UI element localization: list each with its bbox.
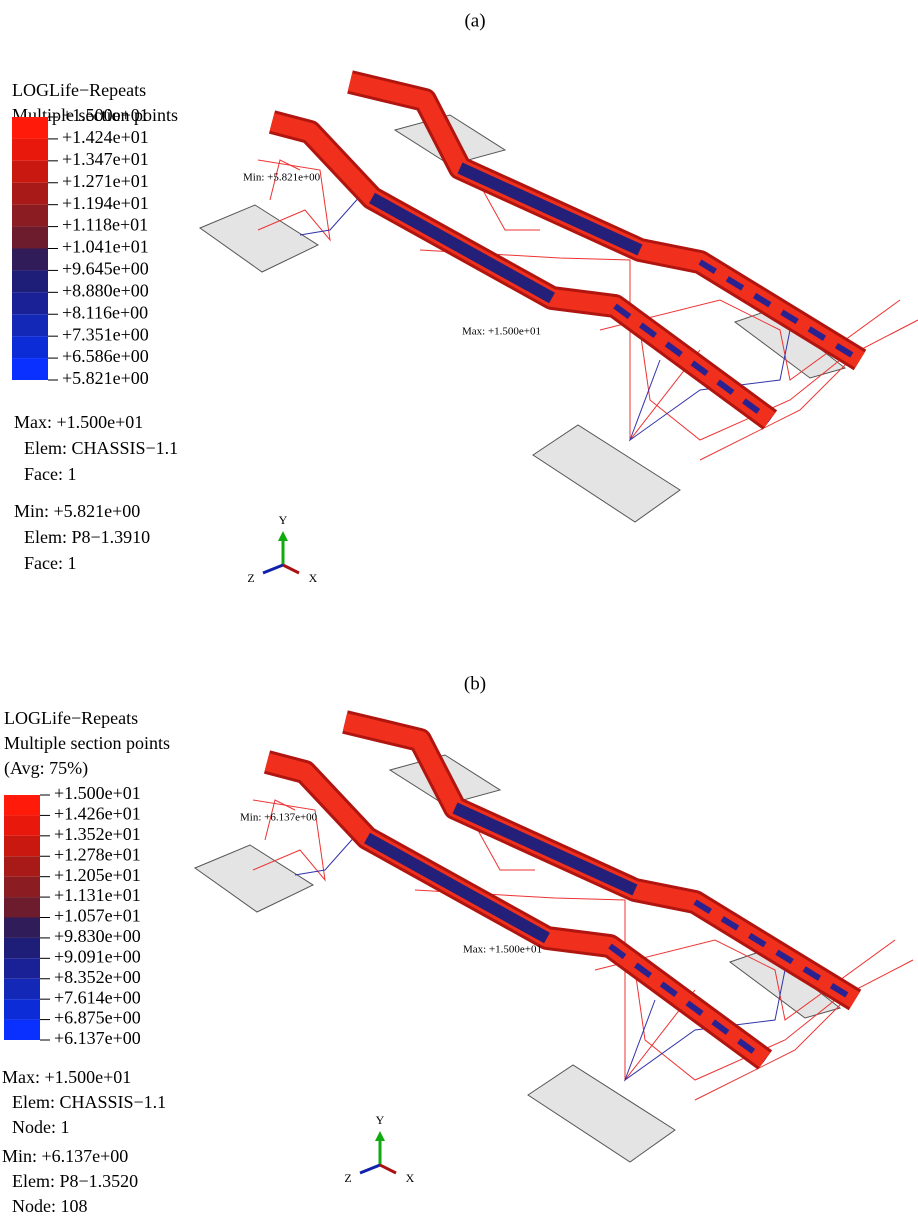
legend-label: +1.131e+01: [54, 885, 141, 905]
legend-label: +1.352e+01: [54, 824, 141, 844]
legend-label: +1.424e+01: [62, 127, 149, 147]
legend-swatch: [12, 183, 48, 205]
legend-label: +8.880e+00: [62, 280, 149, 300]
legend-label: +1.194e+01: [62, 193, 149, 213]
legend-swatch: [12, 336, 48, 358]
min-annotation: Min: +5.821e+00: [243, 172, 321, 184]
legend-label: +9.091e+00: [54, 946, 141, 966]
min-annotation: Min: +6.137e+00: [240, 812, 318, 824]
legend-swatch: [4, 815, 40, 835]
legend-title: Multiple section points: [4, 733, 170, 753]
info-line: Elem: CHASSIS−1.1: [24, 438, 178, 458]
legend-swatch: [4, 856, 40, 876]
panel: (b) Min: +6.137e+00 Max: +1.500e+01 LOGLife…: [2, 673, 913, 1216]
rail-core: [455, 808, 635, 890]
panel: (a) Min: +5.821e+00 Max: +1.500e+01 LOGLife…: [12, 10, 918, 584]
legend-title: LOGLife−Repeats: [4, 708, 138, 728]
legend-swatch: [12, 314, 48, 336]
info-line: Elem: P8−1.3520: [12, 1171, 138, 1191]
triad-z: Z: [344, 1171, 351, 1185]
info-line: Max: +1.500e+01: [14, 412, 143, 432]
legend-label: +7.351e+00: [62, 324, 149, 344]
legend-label: +1.271e+01: [62, 171, 149, 191]
legend-swatch: [4, 938, 40, 958]
legend-swatch: [12, 161, 48, 183]
legend-label: +6.875e+00: [54, 1008, 141, 1028]
info-line: Face: 1: [24, 464, 76, 484]
legend-label: +6.137e+00: [54, 1028, 141, 1048]
legend-label: +1.500e+01: [62, 105, 149, 125]
support-plate: [533, 425, 680, 522]
axis-z: [263, 565, 283, 573]
legend-label: +8.116e+00: [62, 302, 148, 322]
legend-label: +9.830e+00: [54, 926, 141, 946]
legend-label: +5.821e+00: [62, 368, 149, 388]
legend-label: +6.586e+00: [62, 346, 149, 366]
triad-x: X: [406, 1171, 415, 1185]
legend-label: +1.041e+01: [62, 237, 149, 257]
legend-swatch: [12, 270, 48, 292]
model: [195, 722, 913, 1162]
rail-core: [372, 198, 552, 298]
legend-swatch: [4, 999, 40, 1019]
support-plate: [200, 205, 318, 272]
legend-swatch: [4, 795, 40, 815]
legend-label: +7.614e+00: [54, 987, 141, 1007]
rail-core: [367, 838, 547, 938]
info-line: Max: +1.500e+01: [2, 1067, 131, 1087]
info-line: Face: 1: [24, 553, 76, 573]
legend-swatch: [12, 117, 48, 139]
legend-label: +1.278e+01: [54, 844, 141, 864]
legend-title: (Avg: 75%): [4, 758, 88, 779]
legend-label: +1.118e+01: [62, 215, 148, 235]
triad-x: X: [309, 571, 318, 585]
legend-swatch: [4, 1020, 40, 1040]
info-line: Min: +5.821e+00: [14, 501, 140, 521]
caption: (a): [464, 10, 485, 31]
triad-y: Y: [376, 1113, 385, 1127]
axis-z: [360, 1165, 380, 1173]
caption: (b): [464, 673, 486, 694]
legend-swatch: [4, 979, 40, 999]
axis-x: [380, 1165, 396, 1173]
legend-label: +1.500e+01: [54, 783, 141, 803]
legend-swatch: [12, 249, 48, 271]
legend-label: +1.426e+01: [54, 804, 141, 824]
legend-swatch: [12, 205, 48, 227]
figure: (a) Min: +5.821e+00 Max: +1.500e+01 LOGLife…: [0, 0, 918, 1220]
triad-y: Y: [279, 513, 288, 527]
legend-swatch: [4, 918, 40, 938]
info-line: Node: 1: [12, 1117, 70, 1137]
axis-x: [283, 565, 299, 573]
rail-core: [460, 168, 640, 250]
legend-swatch: [4, 877, 40, 897]
legend-title: LOGLife−Repeats: [12, 80, 146, 100]
info-line: Min: +6.137e+00: [2, 1146, 128, 1166]
legend-swatch: [12, 227, 48, 249]
legend-swatch: [12, 358, 48, 380]
legend-swatch: [4, 897, 40, 917]
legend-swatch: [4, 836, 40, 856]
model: [200, 82, 918, 522]
info-line: Node: 108: [12, 1196, 88, 1216]
axis-y-head: [375, 1131, 385, 1141]
legend-swatch: [4, 958, 40, 978]
legend-label: +1.057e+01: [54, 906, 141, 926]
legend-label: +8.352e+00: [54, 967, 141, 987]
legend-label: +9.645e+00: [62, 259, 149, 279]
legend-swatch: [12, 292, 48, 314]
support-plate: [528, 1065, 675, 1162]
max-annotation: Max: +1.500e+01: [462, 326, 541, 338]
triad-z: Z: [247, 571, 254, 585]
legend-swatch: [12, 139, 48, 161]
info-line: Elem: P8−1.3910: [24, 527, 150, 547]
support-plate: [195, 845, 313, 912]
axis-y-head: [278, 531, 288, 541]
info-line: Elem: CHASSIS−1.1: [12, 1092, 166, 1112]
max-annotation: Max: +1.500e+01: [463, 944, 542, 956]
legend-label: +1.347e+01: [62, 149, 149, 169]
legend-label: +1.205e+01: [54, 865, 141, 885]
